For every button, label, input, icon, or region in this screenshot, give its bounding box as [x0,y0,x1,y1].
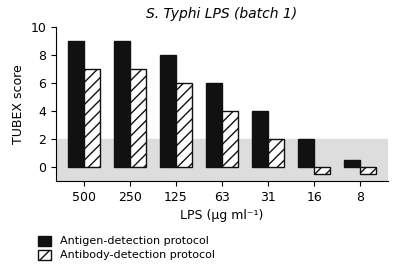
Bar [68,41,84,167]
Bar [114,41,130,167]
Bar [56,139,388,181]
Y-axis label: TUBEX score: TUBEX score [12,64,25,144]
Bar [160,55,176,167]
Legend: Antigen-detection protocol, Antibody-detection protocol: Antigen-detection protocol, Antibody-det… [38,236,215,260]
Bar [222,111,238,167]
Bar [130,69,146,167]
Bar [176,83,192,167]
Bar [206,83,222,167]
Bar [298,139,314,167]
Bar [360,167,376,174]
Bar [314,167,330,174]
Bar [84,69,100,167]
Title: S. Typhi LPS (batch 1): S. Typhi LPS (batch 1) [146,7,298,21]
Bar [268,139,284,167]
Bar [252,111,268,167]
X-axis label: LPS (μg ml⁻¹): LPS (μg ml⁻¹) [180,209,264,222]
Bar [344,160,360,167]
